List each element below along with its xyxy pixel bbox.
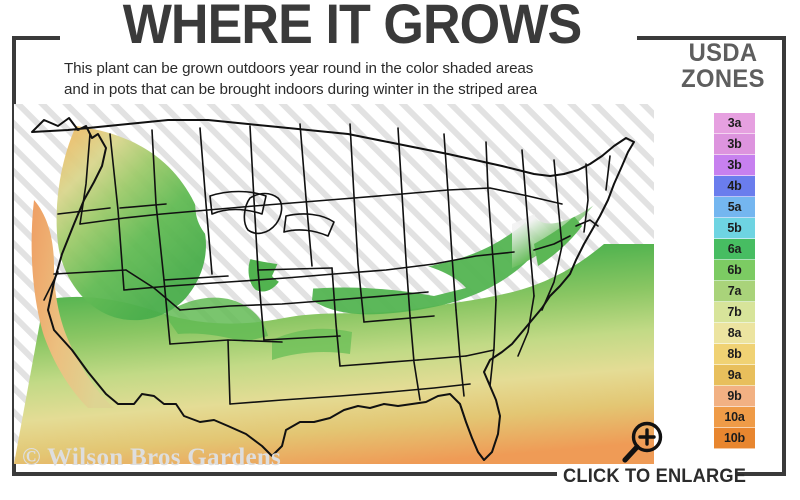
legend-swatch-8b-11: 8b	[714, 344, 755, 365]
legend-swatch-8a-10: 8a	[714, 323, 755, 344]
frame-border-bottom-right	[735, 472, 786, 476]
legend-heading: USDA ZONES	[667, 40, 779, 92]
legend-heading-line-2: ZONES	[681, 65, 765, 93]
legend-swatch-5b-5: 5b	[714, 218, 755, 239]
magnifier-plus-icon[interactable]	[616, 418, 668, 468]
legend-swatch-3b-1: 3b	[714, 134, 755, 155]
legend-swatch-10a-14: 10a	[714, 407, 755, 428]
copyright-watermark: © Wilson Bros Gardens	[22, 444, 282, 471]
subtitle: This plant can be grown outdoors year ro…	[64, 58, 644, 100]
subtitle-line-1: This plant can be grown outdoors year ro…	[64, 60, 534, 77]
usda-zone-legend: 3a 3b 3b 4b 5a 5b 6a 6b 7a 7b 8a 8b 9a 9b 10a 10b	[714, 113, 755, 449]
legend-swatch-3a-0: 3a	[714, 113, 755, 134]
legend-swatch-10b-15: 10b	[714, 428, 755, 449]
legend-swatch-9b-13: 9b	[714, 386, 755, 407]
page-title: WHERE IT GROWS	[122, 0, 583, 55]
legend-swatch-4b-3: 4b	[714, 176, 755, 197]
us-hardiness-map[interactable]	[14, 104, 654, 464]
frame-border-top-right	[637, 36, 786, 40]
frame-border-bottom-left	[12, 472, 557, 476]
legend-swatch-5a-4: 5a	[714, 197, 755, 218]
map-state-boundaries	[31, 117, 635, 461]
legend-heading-line-1: USDA	[688, 39, 758, 67]
subtitle-line-2: and in pots that can be brought indoors …	[64, 81, 538, 98]
legend-swatch-7a-8: 7a	[714, 281, 755, 302]
legend-swatch-3b-2: 3b	[714, 155, 755, 176]
legend-swatch-6b-7: 6b	[714, 260, 755, 281]
legend-swatch-9a-12: 9a	[714, 365, 755, 386]
frame-border-top-left	[12, 36, 60, 40]
frame-border-right	[782, 36, 786, 476]
legend-swatch-7b-9: 7b	[714, 302, 755, 323]
click-to-enlarge-label[interactable]: CLICK TO ENLARGE	[563, 466, 747, 487]
legend-swatch-6a-6: 6a	[714, 239, 755, 260]
